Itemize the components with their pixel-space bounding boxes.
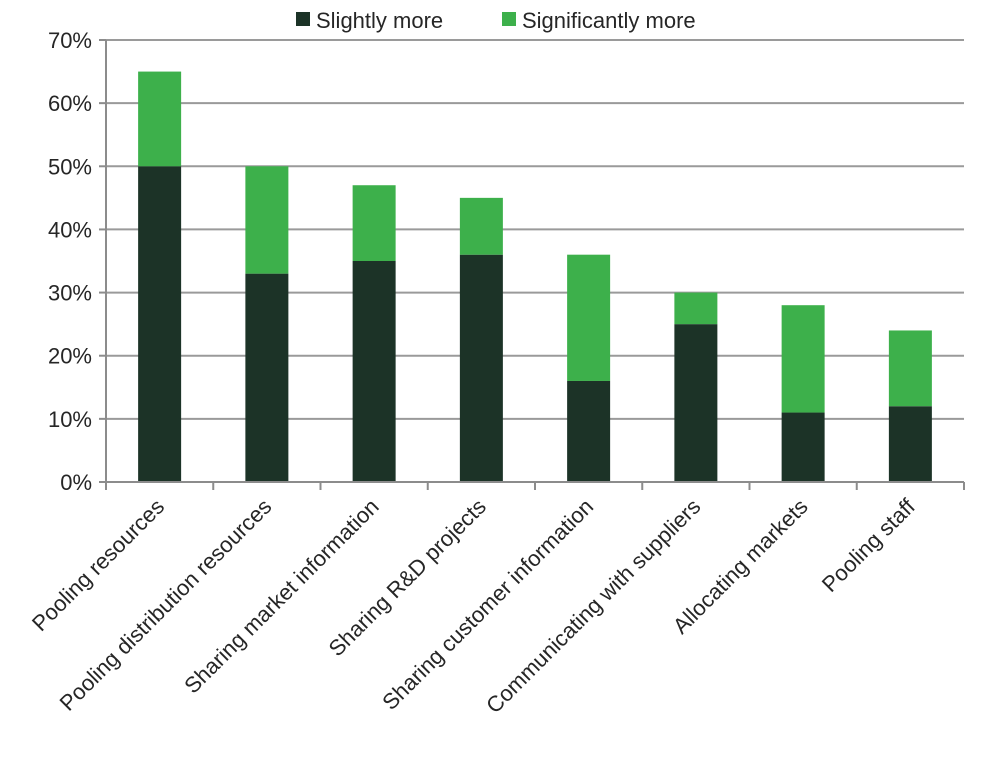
y-axis-tick-labels: 0% 10% 20% 30% 40% 50% 60% 70% (48, 28, 92, 495)
y-tick-label: 40% (48, 217, 92, 242)
x-category-label: Sharing customer information (377, 494, 598, 715)
legend: Slightly more Significantly more (296, 8, 696, 33)
legend-label-slightly-more: Slightly more (316, 8, 443, 33)
bar-significantly-more-allocating-markets (781, 305, 825, 413)
x-category-label: Pooling staff (817, 493, 921, 597)
bar-significantly-more-pooling-staff (888, 330, 932, 407)
bar-slightly-more-pooling-resources (138, 166, 182, 483)
legend-swatch-slightly-more (296, 12, 310, 26)
x-category-label: Communicating with suppliers (481, 494, 705, 718)
bar-significantly-more-pooling-resources (138, 71, 182, 167)
x-category-label: Pooling distribution resources (55, 494, 277, 716)
gridlines (106, 39, 964, 420)
axes (99, 39, 965, 490)
bar-significantly-more-sharing-r-d-projects (459, 197, 503, 255)
y-tick-label: 0% (60, 470, 92, 495)
bar-slightly-more-allocating-markets (781, 412, 825, 482)
bar-significantly-more-sharing-market-information (352, 185, 396, 261)
legend-label-significantly-more: Significantly more (522, 8, 696, 33)
bar-slightly-more-sharing-r-d-projects (459, 254, 503, 482)
x-category-label: Sharing market information (179, 494, 383, 698)
y-tick-label: 20% (48, 344, 92, 369)
bar-slightly-more-pooling-staff (888, 406, 932, 482)
y-tick-label: 60% (48, 91, 92, 116)
bar-slightly-more-sharing-customer-information (567, 380, 611, 482)
bar-slightly-more-communicating-with-suppliers (674, 324, 718, 482)
bars (138, 71, 932, 483)
bar-slightly-more-pooling-distribution-resources (245, 273, 289, 482)
bar-significantly-more-communicating-with-suppliers (674, 292, 718, 325)
bar-slightly-more-sharing-market-information (352, 261, 396, 482)
bar-significantly-more-sharing-customer-information (567, 254, 611, 381)
legend-swatch-significantly-more (502, 12, 516, 26)
bar-significantly-more-pooling-distribution-resources (245, 166, 289, 274)
y-tick-label: 50% (48, 154, 92, 179)
y-tick-label: 10% (48, 407, 92, 432)
y-tick-label: 30% (48, 281, 92, 306)
y-tick-label: 70% (48, 28, 92, 53)
